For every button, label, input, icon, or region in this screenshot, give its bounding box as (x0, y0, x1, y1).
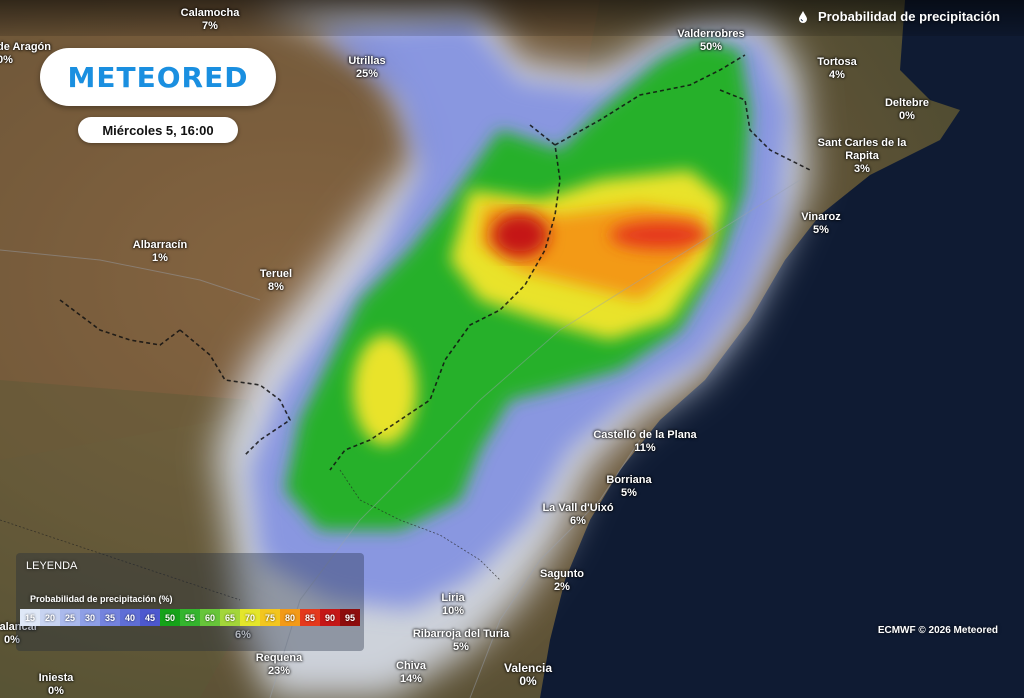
legend-cell: 30 (80, 609, 100, 626)
place-pct: 23% (267, 665, 291, 677)
place-name: Valencia (503, 661, 553, 675)
legend-cell: 40 (120, 609, 140, 626)
place-pct: 0% (4, 634, 20, 646)
place-pct: 2% (554, 581, 570, 593)
place-name: Teruel (259, 268, 293, 280)
place-name: Castelló de la Plana (593, 429, 697, 441)
place-name: La Vall d'Uixó (542, 502, 614, 514)
layer-title: Probabilidad de precipitación (796, 9, 1000, 24)
place-pct: 6% (235, 629, 251, 641)
meteored-logo[interactable]: METEORED (40, 48, 276, 106)
place-name: Iniesta (38, 672, 74, 684)
layer-title-text: Probabilidad de precipitación (817, 9, 1000, 24)
legend-cell: 95 (340, 609, 360, 626)
place-teruel: Teruel 8% (260, 268, 292, 294)
legend-title: LEYENDA (26, 560, 78, 572)
place-chiva: Chiva 14% (396, 660, 426, 686)
forecast-time-label: Miércoles 5, 16:00 (102, 122, 214, 138)
legend-cell: 65 (220, 609, 240, 626)
place-unnamed: 6% (235, 629, 251, 642)
place-pct: 10% (441, 605, 465, 617)
place-aragon: de Aragón 0% (0, 41, 51, 67)
place-pct: 50% (699, 41, 723, 53)
legend-subtitle: Probabilidad de precipitación (%) (30, 594, 173, 604)
place-requena: Requena 23% (256, 652, 302, 678)
place-pct: 0% (0, 54, 13, 66)
place-name: Valderrobres (677, 28, 745, 40)
place-valencia: Valencia 0% (504, 662, 552, 688)
legend-cell: 90 (320, 609, 340, 626)
place-name: Vinaroz (801, 211, 841, 223)
place-pct: 6% (570, 515, 586, 527)
place-pct: 25% (355, 68, 379, 80)
place-name: de Aragón (0, 41, 51, 53)
place-sagunto: Sagunto 2% (540, 568, 584, 594)
place-utrillas: Utrillas 25% (348, 55, 385, 81)
legend-cell: 75 (260, 609, 280, 626)
place-pct: 8% (268, 281, 284, 293)
place-vall-uixo: La Vall d'Uixó 6% (542, 502, 613, 528)
place-deltebre: Deltebre 0% (885, 97, 929, 123)
place-pct: 4% (829, 69, 845, 81)
legend-cell: 80 (280, 609, 300, 626)
place-ribarroja: Ribarroja del Turia 5% (413, 628, 509, 654)
legend-cell: 60 (200, 609, 220, 626)
place-albarracin: Albarracín 1% (133, 239, 187, 265)
place-name: Sagunto (540, 568, 584, 580)
logo-text: METEORED (67, 60, 249, 94)
place-name: Liria (441, 592, 465, 604)
place-name: Albarracín (132, 239, 188, 251)
drop-icon (798, 10, 807, 23)
place-pct: 7% (202, 20, 218, 32)
place-valderrobres: Valderrobres 50% (677, 28, 744, 54)
legend-cell: 25 (60, 609, 80, 626)
place-pct: 5% (453, 641, 469, 653)
legend-cell: 85 (300, 609, 320, 626)
place-castello: Castelló de la Plana 11% (593, 429, 696, 455)
place-sant-carles: Sant Carles de la Rapita 3% (812, 137, 912, 176)
place-iniesta: Iniesta 0% (39, 672, 74, 698)
place-name: Deltebre (884, 97, 930, 109)
place-pct: 11% (634, 442, 656, 454)
legend-cell: 15 (20, 609, 40, 626)
place-pct: 0% (48, 685, 64, 697)
forecast-time[interactable]: Miércoles 5, 16:00 (78, 117, 238, 143)
region-borders (59, 54, 811, 471)
place-name: Sant Carles de la Rapita (817, 137, 907, 162)
place-borriana: Borriana 5% (606, 474, 651, 500)
place-name: Requena (255, 652, 303, 664)
place-pct: 14% (399, 673, 423, 685)
legend-scale: 15 20 25 30 35 40 45 50 55 60 65 70 75 80 85 90 95 (20, 609, 360, 626)
place-name: Borriana (606, 474, 652, 486)
place-vinaroz: Vinaroz 5% (801, 211, 841, 237)
place-name: Utrillas (348, 55, 386, 67)
place-name: Tortosa (817, 56, 857, 68)
legend-cell: 50 (160, 609, 180, 626)
top-bar (0, 0, 1024, 36)
place-pct: 0% (519, 674, 537, 688)
credit-text: ECMWF © 2026 Meteored (877, 625, 998, 636)
place-pct: 0% (899, 110, 915, 122)
roads (0, 179, 801, 698)
place-name: Ribarroja del Turia (412, 628, 510, 640)
legend-panel (16, 553, 364, 651)
legend-cell: 70 (240, 609, 260, 626)
legend-cell: 55 (180, 609, 200, 626)
place-name: Chiva (396, 660, 426, 672)
place-pct: 5% (621, 487, 637, 499)
legend-cell: 20 (40, 609, 60, 626)
place-pct: 3% (854, 163, 870, 175)
place-name: Calamocha (180, 7, 240, 19)
place-pct: 1% (152, 252, 168, 264)
place-calamocha: Calamocha 7% (181, 7, 240, 33)
place-pct: 5% (813, 224, 829, 236)
legend-cell: 35 (100, 609, 120, 626)
place-tortosa: Tortosa 4% (817, 56, 857, 82)
legend-cell: 45 (140, 609, 160, 626)
place-liria: Liria 10% (441, 592, 464, 618)
precip-layer-red (492, 213, 710, 257)
